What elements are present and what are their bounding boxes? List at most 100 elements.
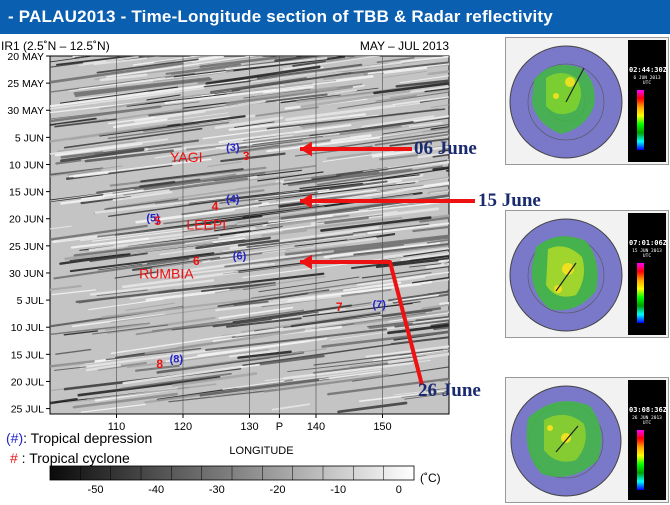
radar-image-0606: 02:44:30Z 6 JUN 2013 UTC <box>505 37 669 165</box>
tbb-streak <box>165 63 242 75</box>
tbb-streak <box>154 56 215 64</box>
tbb-streak <box>207 161 243 168</box>
tbb-streak <box>88 298 164 311</box>
tbb-streak <box>280 194 449 220</box>
tbb-streak <box>155 189 265 205</box>
y-tick-label: 5 JUL <box>17 295 45 307</box>
tbb-streak <box>382 124 449 135</box>
arrow-26-june <box>300 260 424 386</box>
tbb-streak <box>135 364 180 372</box>
tbb-streak <box>353 242 449 256</box>
tbb-streak <box>351 255 449 270</box>
tbb-streak <box>261 229 308 237</box>
title-bar: - PALAU2013 - Time-Longitude section of … <box>0 0 670 34</box>
tbb-streak <box>433 325 449 331</box>
arrow-15-june-head <box>300 193 312 209</box>
tbb-streak <box>181 202 262 216</box>
tbb-streak <box>326 152 372 160</box>
tbb-streak <box>258 182 416 202</box>
tbb-streak <box>78 71 226 90</box>
tbb-streak <box>63 330 99 336</box>
x-tick-label: P <box>276 421 283 433</box>
tbb-streak <box>105 56 257 78</box>
tbb-streak <box>140 168 244 183</box>
tbb-streak <box>425 387 449 392</box>
tbb-streak <box>258 276 360 293</box>
tbb-streak <box>50 322 150 336</box>
tbb-streak <box>370 167 449 181</box>
radar-date: 6 JUN 2013 UTC <box>633 76 661 86</box>
tbb-streak <box>365 345 449 358</box>
tbb-streak <box>201 282 276 293</box>
tbb-streak <box>287 355 427 372</box>
tbb-streak <box>84 149 175 163</box>
tbb-streak <box>389 89 449 99</box>
tropical-depression-label: (8) <box>170 353 184 365</box>
tbb-streak <box>96 58 199 74</box>
tbb-streak <box>141 250 323 279</box>
tbb-streak <box>409 263 442 268</box>
tbb-streak <box>54 118 117 128</box>
tbb-streak <box>323 241 440 259</box>
tbb-streak <box>174 348 327 370</box>
tbb-streak <box>419 216 449 223</box>
tbb-streak <box>74 78 212 97</box>
tbb-streak <box>218 306 294 320</box>
tbb-streak <box>302 302 413 318</box>
tbb-streak <box>299 174 420 190</box>
tbb-streak <box>339 125 402 135</box>
tbb-streak <box>342 56 449 73</box>
tbb-streak <box>192 56 225 63</box>
tbb-streak <box>93 57 148 66</box>
y-tick-label: 10 JUN <box>9 159 44 171</box>
tbb-streak <box>246 233 354 249</box>
colorbar-tick-label: -50 <box>88 484 104 496</box>
tbb-streak <box>86 383 217 401</box>
radar-color-scale <box>637 430 644 490</box>
tbb-streak <box>269 219 315 228</box>
tropical-depression-label: (7) <box>372 299 386 311</box>
tbb-streak <box>229 226 380 250</box>
tbb-streak <box>387 323 449 335</box>
tbb-streak <box>83 189 170 202</box>
tbb-streak <box>171 318 268 331</box>
tbb-streak <box>309 121 414 138</box>
colorbar-tick-label: -40 <box>148 484 164 496</box>
tbb-streak <box>379 154 419 161</box>
tbb-streak <box>99 93 202 110</box>
y-tick-label: 20 JUL <box>11 376 44 388</box>
tbb-streak <box>225 85 353 106</box>
tbb-streak <box>165 337 328 363</box>
tbb-streak <box>237 198 410 224</box>
tbb-streak <box>404 392 449 400</box>
tbb-streak <box>300 89 411 108</box>
tbb-streak <box>274 56 323 62</box>
tbb-streak <box>71 313 166 328</box>
tbb-streak <box>320 216 432 232</box>
tbb-streak <box>333 235 449 253</box>
tbb-streak <box>395 79 449 88</box>
tbb-streak <box>56 56 138 66</box>
tbb-streak <box>288 171 380 187</box>
tbb-streak <box>124 302 175 312</box>
tbb-streak <box>50 62 184 84</box>
tbb-streak <box>64 241 213 261</box>
tbb-streak <box>75 281 253 304</box>
radar-info-panel <box>628 213 666 335</box>
tbb-streak <box>417 151 449 159</box>
tbb-streak <box>73 76 211 95</box>
tbb-streak <box>97 263 143 271</box>
tbb-streak <box>284 234 449 256</box>
tbb-streak <box>210 252 263 261</box>
tbb-streak <box>59 86 179 104</box>
tbb-streak <box>55 118 108 127</box>
tbb-streak <box>50 284 82 291</box>
tbb-streak <box>282 216 403 233</box>
tbb-streak <box>50 105 162 123</box>
tbb-streak <box>146 94 181 101</box>
storm-name-yagi: YAGI <box>170 149 202 165</box>
tbb-streak <box>389 138 449 147</box>
tbb-streak <box>325 56 373 63</box>
tbb-streak <box>202 255 245 263</box>
legend-tropical-depression: (#): Tropical depression <box>6 430 152 446</box>
